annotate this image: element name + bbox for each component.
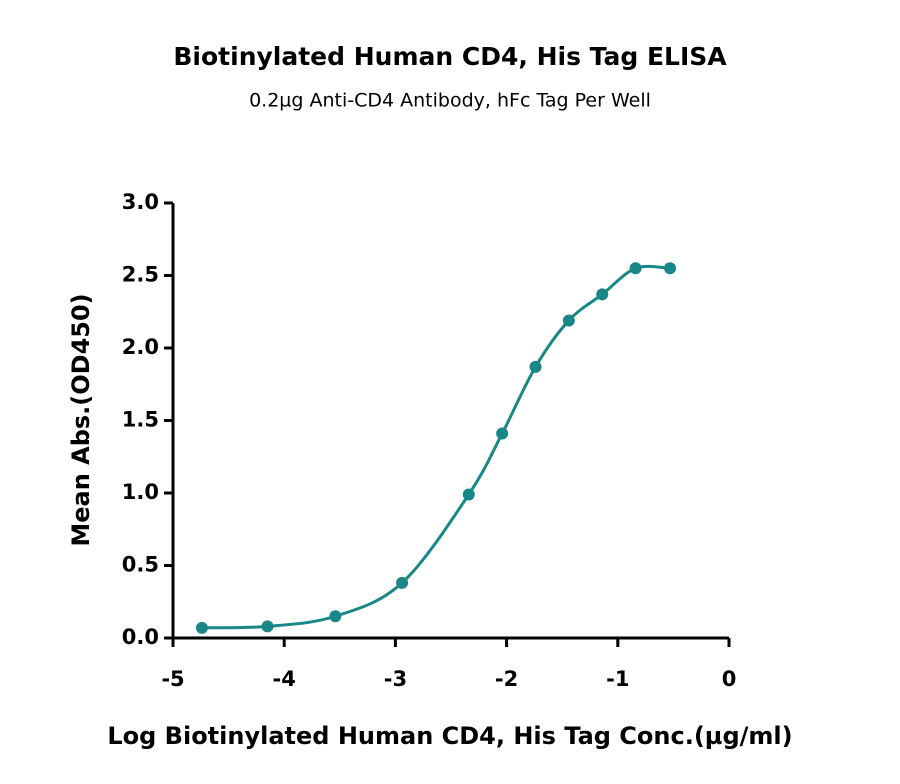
data-point <box>496 427 509 440</box>
data-point <box>462 488 475 501</box>
data-point <box>664 262 677 275</box>
data-point <box>261 620 274 633</box>
data-point <box>596 288 609 301</box>
y-tick-label: 1.5 <box>122 408 159 432</box>
x-tick-label: -3 <box>384 667 407 691</box>
chart-title: Biotinylated Human CD4, His Tag ELISA <box>173 42 727 71</box>
data-point <box>562 314 575 327</box>
x-tick-label: 0 <box>722 667 737 691</box>
y-tick-label: 2.0 <box>122 335 159 359</box>
data-point <box>529 360 542 373</box>
y-tick-label: 2.5 <box>122 263 159 287</box>
chart-subtitle: 0.2µg Anti-CD4 Antibody, hFc Tag Per Wel… <box>249 90 651 112</box>
data-point <box>396 576 409 589</box>
y-tick-label: 0.5 <box>122 553 159 577</box>
curve <box>201 264 671 630</box>
x-tick-label: -2 <box>495 667 518 691</box>
data-point <box>629 262 642 275</box>
x-tick-label: -4 <box>273 667 296 691</box>
x-tick-label: -5 <box>161 667 184 691</box>
y-tick-label: 3.0 <box>122 190 159 214</box>
y-axis-label: Mean Abs.(OD450) <box>67 293 95 546</box>
data-point <box>195 621 208 634</box>
y-tick-label: 1.0 <box>122 480 159 504</box>
y-tick-label: 0.0 <box>122 625 159 649</box>
x-tick-label: -1 <box>606 667 629 691</box>
x-axis-label: Log Biotinylated Human CD4, His Tag Conc… <box>107 722 792 750</box>
data-point <box>329 610 342 623</box>
